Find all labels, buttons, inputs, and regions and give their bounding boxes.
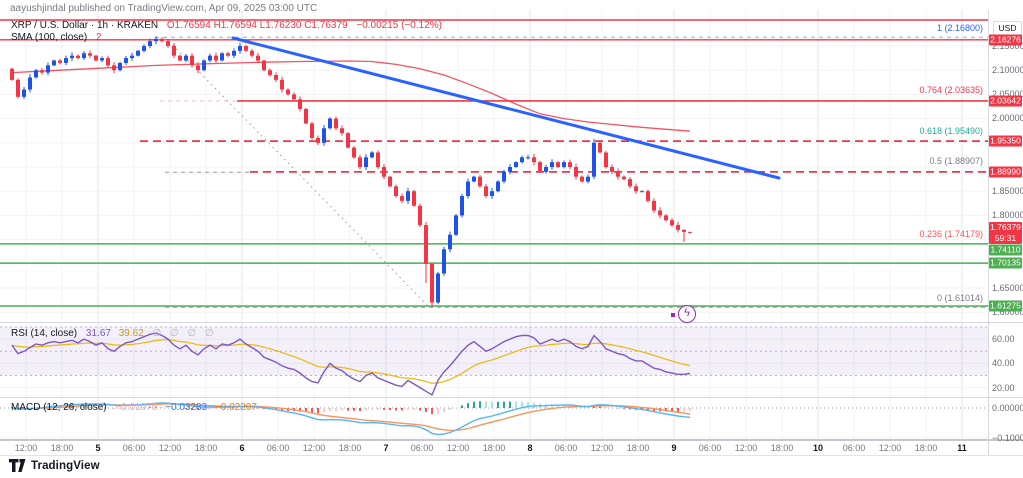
fib-level-label: 1 (2.16800) xyxy=(936,23,983,33)
time-axis-label: 18:00 xyxy=(50,443,74,453)
price-badge: 1.61275 xyxy=(989,300,1022,312)
change-value: −0.00215 (−0.12%) xyxy=(356,20,442,31)
time-axis-label: 6 xyxy=(239,443,245,453)
time-axis-label: 18:00 xyxy=(338,443,362,453)
sma-title: SMA (100, close) xyxy=(11,32,88,43)
rsi-title: RSI (14, close) xyxy=(11,328,78,339)
macd-line-value: −0.03283 xyxy=(165,402,208,413)
time-axis-label: 5 xyxy=(95,443,101,453)
time-axis-label: 12:00 xyxy=(158,443,182,453)
macd-hist-value: −0.01076 xyxy=(115,402,158,413)
time-axis-label: 06:00 xyxy=(266,443,290,453)
time-axis-label: 12:00 xyxy=(878,443,902,453)
fib-level-label: 0.236 (1.74179) xyxy=(919,229,983,239)
macd-signal-value: −0.02207 xyxy=(214,402,257,413)
rsi-axis-label: 60.00 xyxy=(992,334,1015,344)
price-badge: 1.76379 59:31 xyxy=(989,222,1022,244)
time-axis-label: 12:00 xyxy=(14,443,38,453)
time-axis-label: 10 xyxy=(812,443,824,453)
ohlc-values: O1.76594 H1.76594 L1.76230 C1.76379 xyxy=(166,20,348,31)
sma-value: 2 xyxy=(95,32,102,43)
time-axis-label: 06:00 xyxy=(410,443,434,453)
brand-name: TradingView xyxy=(31,459,100,472)
rsi-value: 31.67 xyxy=(85,328,111,339)
time-axis-label: 06:00 xyxy=(698,443,722,453)
time-axis-label: 7 xyxy=(383,443,389,453)
macd-title: MACD (12, 26, close) xyxy=(11,402,107,413)
macd-legend-row[interactable]: MACD (12, 26, close) −0.01076 −0.03283 −… xyxy=(11,402,257,413)
fib-level-label: 0.5 (1.88907) xyxy=(929,156,983,166)
rsi-ma-value: 39.62 xyxy=(118,328,144,339)
time-axis-label: 06:00 xyxy=(122,443,146,453)
symbol-legend-row[interactable]: XRP / U.S. Dollar · 1h · KRAKEN O1.76594… xyxy=(11,20,442,31)
rsi-hidden-values: ∅ ∅ ∅ ∅ xyxy=(152,328,217,339)
fib-level-label: 0.618 (1.95490) xyxy=(919,126,983,136)
price-badge: 1.88990 xyxy=(989,166,1022,178)
time-axis-label: 18:00 xyxy=(194,443,218,453)
rsi-axis-label: 20.00 xyxy=(992,383,1015,393)
price-axis-label: 1.60000 xyxy=(992,307,1023,317)
time-axis-label: 18:00 xyxy=(770,443,794,453)
time-axis-label: 18:00 xyxy=(626,443,650,453)
time-axis-label: 18:00 xyxy=(482,443,506,453)
time-axis-label: 8 xyxy=(527,443,533,453)
time-axis-label: 11 xyxy=(957,443,967,453)
fib-level-label: 0.764 (2.03635) xyxy=(919,85,983,95)
time-axis-label: 9 xyxy=(671,443,677,453)
drawing-anchor-handle[interactable] xyxy=(671,313,675,317)
price-axis-label: 1.80000 xyxy=(992,210,1023,220)
price-badge: 2.16276 xyxy=(989,34,1022,46)
price-axis-label: 1.65000 xyxy=(992,283,1023,293)
attribution-text: aayushjindal published on TradingView.co… xyxy=(10,3,318,14)
price-axis-label: 2.05000 xyxy=(992,89,1023,99)
time-axis-label: 18:00 xyxy=(914,443,938,453)
price-badge: 1.95350 xyxy=(989,135,1022,147)
tradingview-logo-icon xyxy=(9,459,26,472)
price-axis-label: 2.10000 xyxy=(992,65,1023,75)
drawing-tool-icon[interactable]: ϟ xyxy=(678,305,696,323)
symbol-title: XRP / U.S. Dollar · 1h · KRAKEN xyxy=(11,20,159,31)
countdown-timer: 59:31 xyxy=(994,233,1017,243)
time-axis-label: 12:00 xyxy=(302,443,326,453)
time-axis-label: 12:00 xyxy=(446,443,470,453)
time-axis-label: 12:00 xyxy=(734,443,758,453)
rsi-legend-row[interactable]: RSI (14, close) 31.67 39.62 ∅ ∅ ∅ ∅ xyxy=(11,328,217,339)
time-axis-label: 12:00 xyxy=(590,443,614,453)
price-axis-label: 2.15000 xyxy=(992,41,1023,51)
fib-level-label: 0 (1.61014) xyxy=(936,293,983,303)
macd-axis-label: −0.10000 xyxy=(992,433,1023,443)
price-badge: 2.03642 xyxy=(989,95,1022,107)
footer-brand[interactable]: TradingView xyxy=(9,459,100,472)
sma-legend-row[interactable]: SMA (100, close) 2 xyxy=(11,32,102,43)
price-axis-label: 2.00000 xyxy=(992,113,1023,123)
macd-axis-label: 0.00000 xyxy=(992,403,1023,413)
price-badge: 1.74110 xyxy=(989,244,1022,256)
time-axis-label: 06:00 xyxy=(842,443,866,453)
price-badge: 1.70135 xyxy=(989,257,1022,269)
rsi-axis-label: 40.00 xyxy=(992,358,1015,368)
price-axis-label: 1.85000 xyxy=(992,186,1023,196)
time-axis-label: 06:00 xyxy=(554,443,578,453)
